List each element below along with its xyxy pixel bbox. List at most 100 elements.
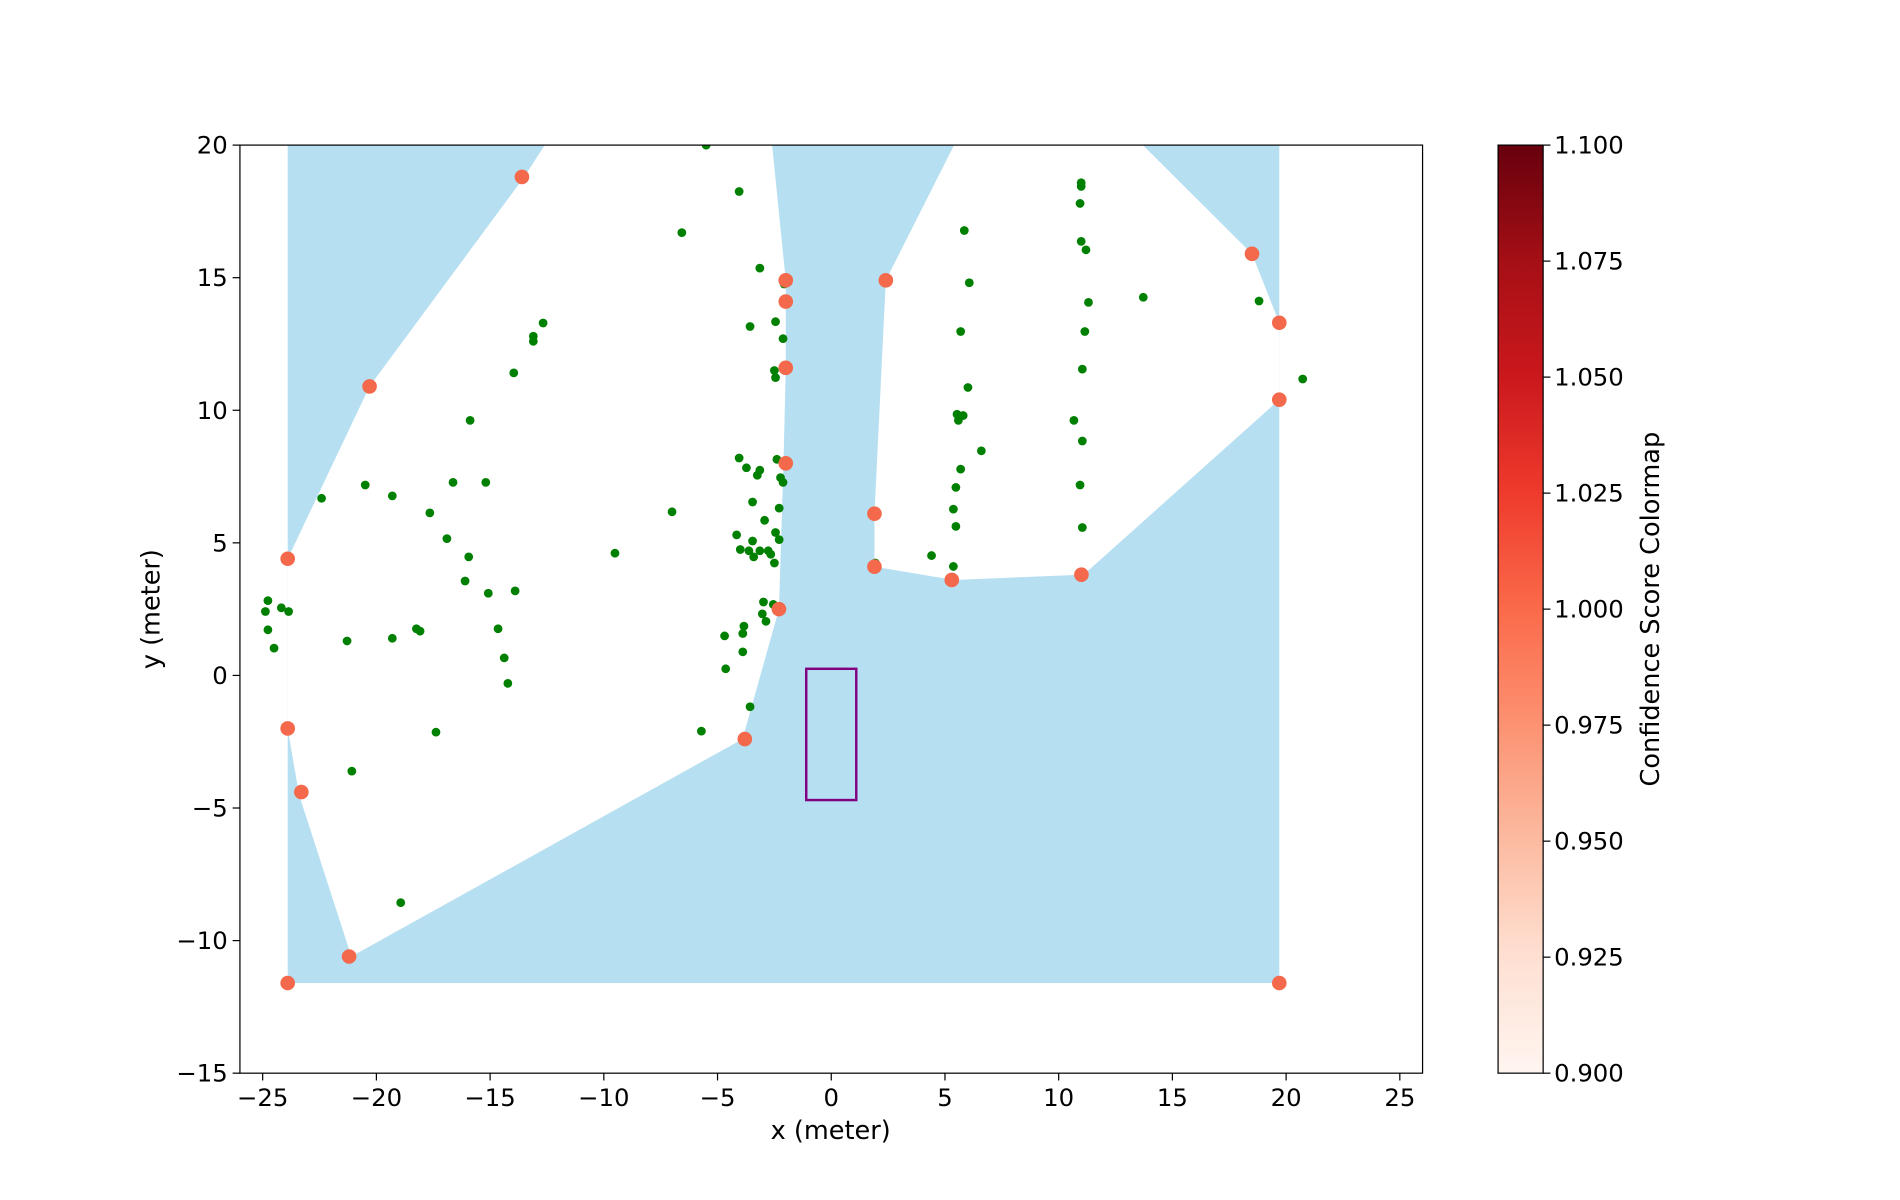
- colorbar-tick-label: 0.925: [1554, 943, 1624, 972]
- obstacle-point: [755, 263, 765, 273]
- obstacle-point: [734, 453, 744, 463]
- obstacle-point: [1254, 296, 1264, 306]
- obstacle-point: [745, 702, 755, 712]
- obstacle-point: [425, 508, 435, 518]
- x-tick-label: −20: [351, 1083, 402, 1112]
- obstacle-point: [347, 766, 357, 776]
- obstacle-point: [721, 664, 731, 674]
- y-tick-label: 0: [212, 661, 228, 690]
- obstacle-point: [959, 226, 969, 235]
- y-tick-label: 20: [197, 131, 228, 160]
- hull-point: [341, 949, 357, 964]
- x-tick-label: −15: [464, 1083, 515, 1112]
- colorbar-tick-label: 1.050: [1554, 363, 1624, 392]
- y-tick-label: 15: [197, 263, 228, 292]
- x-axis-label: x (meter): [771, 1116, 891, 1146]
- obstacle-point: [752, 470, 762, 480]
- y-tick-label: −5: [192, 794, 228, 823]
- y-tick-label: −10: [176, 926, 227, 955]
- x-tick-label: −25: [237, 1083, 288, 1112]
- obstacle-point: [261, 607, 270, 616]
- obstacle-point: [493, 624, 503, 634]
- obstacle-point: [510, 586, 520, 596]
- colorbar: [1497, 144, 1544, 1074]
- obstacle-point: [774, 503, 784, 513]
- obstacle-point: [771, 373, 780, 383]
- obstacle-point: [448, 478, 458, 487]
- hull-point: [294, 784, 309, 800]
- obstacle-point: [499, 653, 509, 663]
- obstacle-point: [927, 551, 936, 560]
- obstacle-point: [387, 491, 397, 501]
- obstacle-point: [509, 368, 519, 378]
- obstacle-point: [735, 545, 745, 554]
- obstacle-point: [766, 549, 776, 559]
- obstacle-point: [460, 576, 470, 586]
- colorbar-label: Confidence Score Colormap: [1636, 432, 1666, 787]
- obstacle-point: [465, 415, 475, 425]
- hull-point: [280, 975, 296, 991]
- x-tick-label: 0: [824, 1083, 840, 1112]
- obstacle-point: [749, 552, 759, 562]
- hull-point: [867, 559, 882, 575]
- obstacle-point: [744, 546, 754, 556]
- obstacle-point: [483, 588, 493, 598]
- obstacle-point: [745, 322, 755, 331]
- obstacle-point: [771, 528, 780, 537]
- colorbar-tick-label: 0.975: [1554, 711, 1624, 740]
- obstacle-point: [760, 515, 769, 525]
- obstacle-point: [481, 478, 491, 487]
- hull-point: [778, 294, 794, 309]
- hull-point: [362, 379, 377, 394]
- hull-point: [280, 551, 296, 567]
- obstacle-point: [951, 522, 961, 531]
- obstacle-point: [697, 726, 706, 736]
- obstacle-point: [538, 318, 548, 328]
- hull-point: [1271, 315, 1287, 331]
- plot-area: [261, 145, 1308, 991]
- obstacle-point: [1077, 364, 1087, 374]
- colorbar-tick-label: 1.025: [1554, 479, 1624, 508]
- hull-point: [878, 273, 894, 288]
- colorbar-tick-label: 1.000: [1554, 595, 1624, 624]
- occupied-region: [874, 145, 1280, 580]
- obstacle-point: [771, 317, 780, 327]
- obstacle-point: [503, 678, 513, 688]
- obstacle-point: [774, 535, 784, 545]
- x-tick-label: 25: [1384, 1083, 1415, 1112]
- hull-point: [514, 169, 530, 185]
- x-tick-label: 20: [1271, 1083, 1302, 1112]
- obstacle-point: [757, 609, 767, 619]
- hull-point: [778, 360, 794, 376]
- obstacle-point: [1077, 523, 1087, 532]
- obstacle-point: [677, 228, 687, 237]
- obstacle-point: [1080, 327, 1090, 336]
- obstacle-point: [964, 278, 974, 288]
- obstacle-point: [528, 336, 538, 346]
- colorbar-axis: 0.900 0.925 0.950 0.975 1.000 1.025 1.050 1.075…: [1543, 131, 1624, 1088]
- hull-point: [778, 455, 794, 471]
- obstacle-point: [1075, 480, 1085, 490]
- y-tick-label: 10: [197, 396, 228, 425]
- obstacle-point: [738, 647, 748, 657]
- obstacle-point: [269, 643, 279, 653]
- obstacle-point: [976, 446, 986, 456]
- hull-point: [1271, 392, 1287, 407]
- obstacle-point: [948, 562, 958, 571]
- obstacle-point: [1081, 245, 1091, 255]
- obstacle-point: [464, 552, 474, 562]
- x-tick-label: 15: [1157, 1083, 1188, 1112]
- obstacle-point: [1076, 236, 1086, 246]
- obstacle-point: [778, 334, 788, 344]
- obstacle-point: [284, 607, 293, 616]
- colorbar-tick-label: 0.900: [1554, 1059, 1624, 1088]
- colorbar-tick-label: 1.075: [1554, 247, 1624, 276]
- hull-point: [737, 731, 753, 747]
- obstacle-point: [742, 463, 751, 473]
- occupied-region: [287, 145, 786, 957]
- hull-point: [944, 572, 960, 588]
- obstacle-point: [953, 415, 963, 425]
- x-tick-label: −10: [578, 1083, 629, 1112]
- obstacle-point: [415, 626, 425, 636]
